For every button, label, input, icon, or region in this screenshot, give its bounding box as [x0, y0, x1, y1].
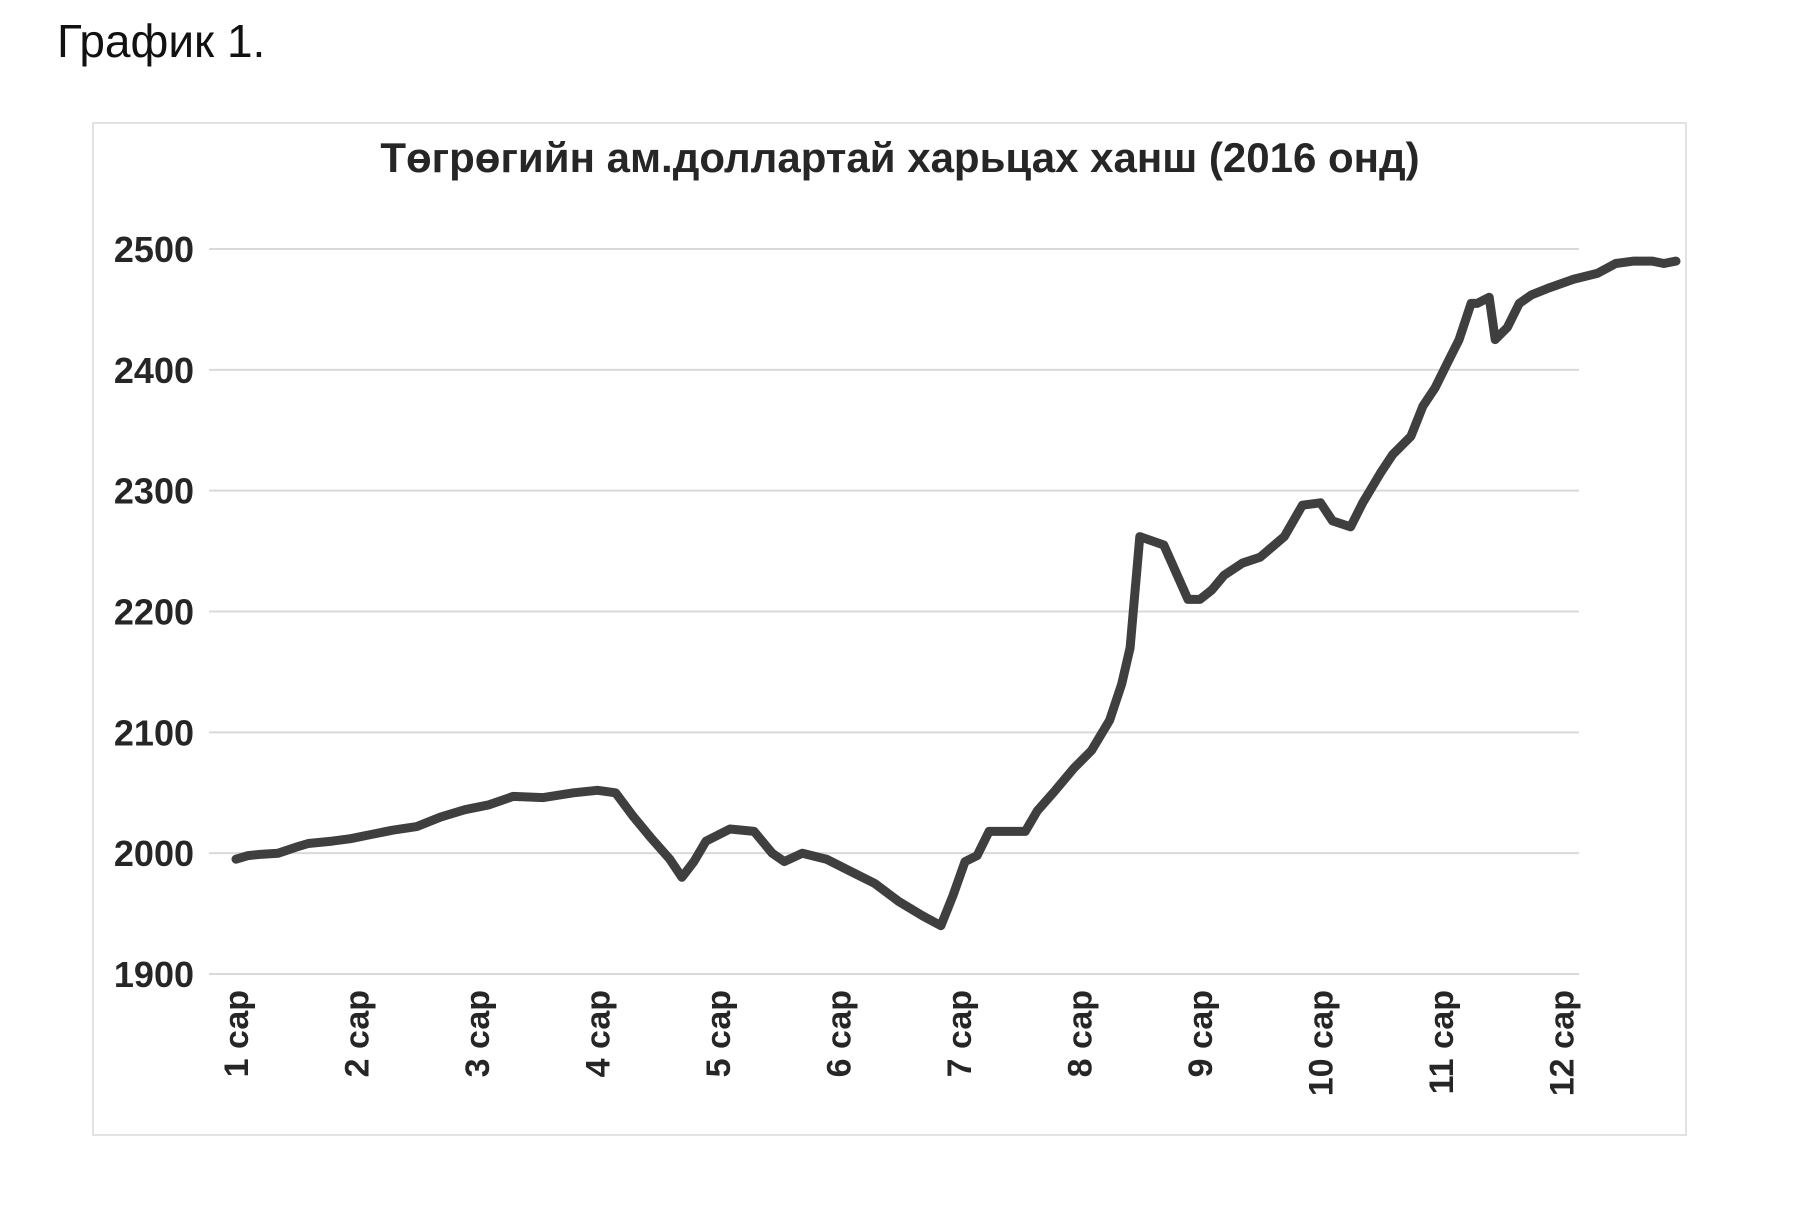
x-tick-label: 9 сар: [1182, 990, 1220, 1077]
x-tick-label: 12 сар: [1544, 990, 1582, 1096]
x-tick-label: 10 сар: [1303, 990, 1341, 1096]
x-tick-label: 3 сар: [459, 990, 497, 1077]
figure-caption: График 1.: [57, 15, 266, 67]
chart-frame: Төгрөгийн ам.доллартай харьцах ханш (201…: [92, 122, 1687, 1136]
y-tick-label: 2100: [114, 712, 194, 753]
line-chart: Төгрөгийн ам.доллартай харьцах ханш (201…: [114, 134, 1681, 1096]
y-axis-ticks: 1900 2000 2100 2200 2300 2400 2500: [114, 229, 194, 995]
y-tick-label: 2400: [114, 350, 194, 391]
y-tick-label: 2300: [114, 471, 194, 512]
y-tick-label: 2000: [114, 833, 194, 874]
x-tick-label: 4 сар: [580, 990, 618, 1077]
y-tick-label: 2500: [114, 229, 194, 270]
x-tick-label: 6 сар: [821, 990, 859, 1077]
x-tick-label: 5 сар: [700, 990, 738, 1077]
x-tick-label: 2 сар: [339, 990, 377, 1077]
y-tick-label: 1900: [114, 954, 194, 995]
x-tick-label: 11 сар: [1423, 990, 1461, 1094]
series-layer: [231, 256, 1681, 931]
x-tick-label: 1 сар: [218, 990, 256, 1077]
gridlines: [209, 248, 1579, 975]
y-tick-label: 2200: [114, 592, 194, 633]
chart-title: Төгрөгийн ам.доллартай харьцах ханш (201…: [380, 134, 1419, 181]
x-tick-label: 8 сар: [1062, 990, 1100, 1077]
exchange-rate-line: [231, 256, 1681, 931]
x-axis-ticks: 1 сар 2 сар 3 сар 4 сар 5 сар 6 сар 7 сар 8 сар…: [218, 990, 1582, 1096]
x-tick-label: 7 сар: [941, 990, 979, 1077]
